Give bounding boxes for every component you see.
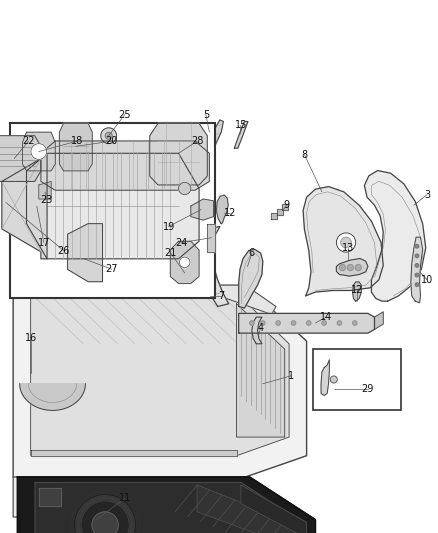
Circle shape: [180, 257, 190, 268]
Text: 24: 24: [176, 238, 188, 247]
Polygon shape: [39, 488, 61, 506]
Text: 15: 15: [235, 120, 247, 130]
Text: 4: 4: [258, 323, 264, 333]
Circle shape: [347, 264, 353, 271]
Circle shape: [330, 376, 337, 383]
Text: 7: 7: [218, 291, 224, 301]
Circle shape: [307, 321, 311, 325]
Circle shape: [355, 264, 361, 271]
Polygon shape: [374, 312, 383, 329]
Text: 11: 11: [119, 494, 131, 503]
Polygon shape: [2, 154, 47, 259]
Text: 3: 3: [424, 190, 430, 199]
Circle shape: [322, 321, 326, 325]
Polygon shape: [239, 249, 263, 308]
Text: 9: 9: [284, 200, 290, 210]
Text: 17: 17: [38, 238, 50, 247]
Circle shape: [415, 264, 419, 267]
Text: 20: 20: [106, 136, 118, 146]
Polygon shape: [39, 181, 51, 199]
Text: 19: 19: [162, 222, 175, 231]
Polygon shape: [336, 259, 368, 276]
Circle shape: [261, 321, 265, 325]
Text: 14: 14: [320, 312, 332, 322]
Text: 12: 12: [224, 208, 236, 218]
Text: 28: 28: [191, 136, 203, 146]
Text: 1: 1: [288, 371, 294, 381]
Polygon shape: [41, 141, 209, 190]
Polygon shape: [18, 477, 315, 533]
Bar: [10, 124, 215, 298]
Polygon shape: [202, 120, 223, 157]
Polygon shape: [31, 293, 289, 456]
Text: 12: 12: [351, 286, 363, 295]
Text: 8: 8: [301, 150, 307, 159]
Circle shape: [74, 494, 136, 533]
Circle shape: [105, 132, 112, 139]
Text: 5: 5: [203, 110, 209, 119]
Polygon shape: [22, 132, 55, 171]
Circle shape: [341, 237, 351, 248]
Circle shape: [339, 264, 346, 271]
Circle shape: [415, 273, 419, 277]
Text: 13: 13: [342, 243, 354, 253]
Text: 21: 21: [165, 248, 177, 258]
Bar: [277, 208, 283, 215]
Bar: [313, 349, 401, 410]
Text: 22: 22: [22, 136, 35, 146]
Bar: [282, 204, 288, 210]
Polygon shape: [0, 136, 41, 181]
Polygon shape: [31, 450, 237, 456]
Circle shape: [31, 144, 47, 159]
Circle shape: [276, 321, 280, 325]
Circle shape: [353, 321, 357, 325]
Circle shape: [179, 182, 191, 195]
Circle shape: [336, 233, 356, 252]
Circle shape: [92, 512, 118, 533]
Circle shape: [415, 245, 419, 248]
Text: 26: 26: [57, 246, 70, 255]
Text: 29: 29: [362, 384, 374, 394]
Polygon shape: [60, 124, 92, 171]
Polygon shape: [303, 187, 383, 296]
Polygon shape: [207, 224, 215, 252]
Text: 25: 25: [119, 110, 131, 119]
Text: 23: 23: [40, 195, 52, 205]
Polygon shape: [239, 313, 374, 333]
Text: 10: 10: [421, 275, 433, 285]
Polygon shape: [234, 122, 248, 148]
Polygon shape: [411, 237, 423, 303]
Text: 18: 18: [71, 136, 83, 146]
Polygon shape: [321, 360, 329, 395]
Circle shape: [250, 321, 254, 325]
Polygon shape: [35, 482, 302, 533]
Circle shape: [337, 321, 342, 325]
Polygon shape: [184, 285, 276, 314]
Polygon shape: [67, 224, 102, 282]
Polygon shape: [170, 241, 199, 284]
Polygon shape: [13, 477, 114, 517]
Circle shape: [415, 283, 419, 286]
Circle shape: [81, 501, 129, 533]
Polygon shape: [353, 282, 361, 301]
Polygon shape: [20, 384, 85, 410]
Polygon shape: [197, 485, 298, 533]
Text: 27: 27: [106, 264, 118, 274]
Text: 6: 6: [249, 248, 255, 258]
Polygon shape: [364, 171, 426, 301]
Circle shape: [101, 128, 117, 143]
Polygon shape: [199, 227, 229, 306]
Polygon shape: [150, 124, 207, 185]
Polygon shape: [237, 304, 285, 437]
Polygon shape: [191, 199, 213, 220]
Circle shape: [415, 254, 419, 257]
Text: 16: 16: [25, 334, 37, 343]
Polygon shape: [27, 154, 199, 259]
Polygon shape: [252, 317, 262, 344]
Circle shape: [291, 321, 296, 325]
Bar: [271, 213, 277, 219]
Polygon shape: [241, 485, 307, 533]
Polygon shape: [13, 285, 307, 477]
Polygon shape: [216, 195, 228, 224]
